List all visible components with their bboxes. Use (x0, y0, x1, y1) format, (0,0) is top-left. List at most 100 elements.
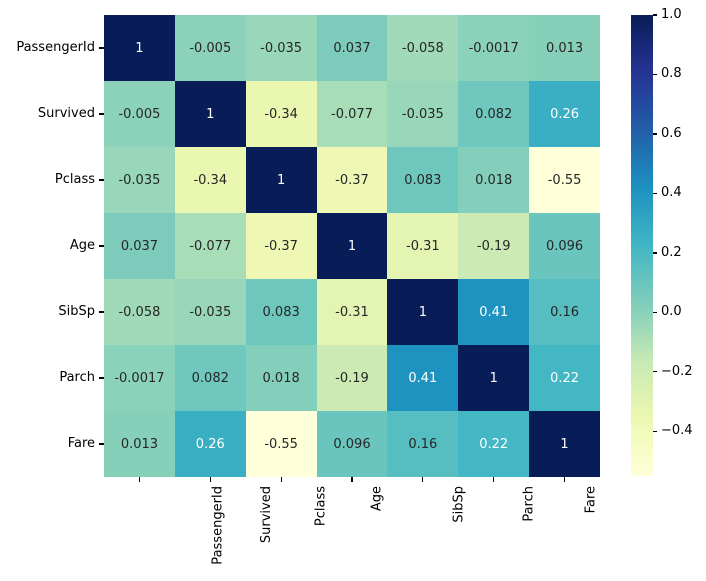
cell-value: 0.16 (550, 304, 580, 320)
cell-value: 0.083 (404, 172, 442, 188)
heatmap-cell: 0.41 (458, 279, 530, 345)
colorbar-tick-label: 0.4 (661, 185, 682, 201)
heatmap-cell: -0.035 (245, 15, 317, 81)
cell-value: -0.0017 (468, 40, 519, 56)
cell-value: 0.083 (262, 304, 300, 320)
y-tick (99, 443, 104, 445)
heatmap-cell: 0.013 (529, 15, 600, 81)
cell-value: -0.34 (193, 172, 228, 188)
heatmap-cell: 1 (529, 411, 600, 477)
heatmap-cell: 0.16 (529, 279, 600, 345)
heatmap-cell: 1 (104, 15, 175, 81)
heatmap-cell: 0.26 (174, 411, 246, 477)
x-tick (422, 477, 424, 482)
heatmap: 1 -0.005 -0.035 0.037 -0.058 -0.0017 0.013 -0.0… (104, 15, 600, 477)
cell-value: 1 (489, 370, 498, 386)
cell-value: 0.41 (408, 370, 438, 386)
heatmap-cell: -0.035 (174, 279, 246, 345)
y-tick-label: Fare (67, 436, 95, 451)
heatmap-cell: 1 (458, 345, 530, 411)
cell-value: 0.22 (479, 436, 509, 452)
cell-value: 1 (347, 238, 357, 254)
cell-value: -0.035 (189, 304, 232, 320)
cell-value: -0.0017 (114, 370, 165, 386)
y-tick-label: Pclass (54, 172, 95, 187)
heatmap-cell: -0.058 (387, 15, 459, 81)
heatmap-cell: -0.31 (387, 213, 459, 279)
colorbar (631, 15, 653, 476)
heatmap-cell: -0.55 (529, 147, 600, 213)
cell-value: 1 (418, 304, 427, 320)
x-tick (209, 477, 211, 482)
cell-value: 0.037 (120, 238, 159, 254)
cell-value: -0.19 (476, 238, 511, 254)
colorbar-tick (653, 371, 657, 373)
cell-value: 0.22 (550, 370, 580, 386)
heatmap-cell: 0.018 (458, 147, 530, 213)
heatmap-cell: -0.31 (316, 279, 388, 345)
colorbar-tick (653, 133, 657, 135)
y-tick-label: SibSp (58, 304, 95, 319)
cell-value: -0.058 (118, 304, 161, 320)
x-tick (280, 477, 282, 482)
cell-value: -0.31 (335, 304, 369, 320)
x-tick (563, 477, 566, 482)
x-tick (138, 477, 141, 482)
colorbar-tick-label: 0.6 (661, 125, 682, 141)
heatmap-cell: 0.083 (387, 147, 459, 213)
cell-value: 0.013 (120, 436, 159, 452)
x-tick-label: Parch (521, 486, 537, 522)
cell-value: -0.37 (335, 172, 369, 188)
heatmap-cell: -0.19 (316, 345, 388, 411)
cell-value: -0.077 (331, 106, 373, 122)
cell-value: -0.19 (335, 370, 369, 386)
cell-value: -0.37 (264, 238, 298, 254)
cell-value: 1 (206, 106, 215, 122)
cell-value: -0.035 (401, 106, 444, 122)
heatmap-cell: 0.082 (458, 81, 530, 147)
colorbar-tick (653, 311, 657, 313)
cell-value: 0.26 (195, 436, 225, 452)
colorbar-tick (653, 252, 657, 254)
heatmap-cell: -0.077 (316, 81, 388, 147)
cell-value: 1 (560, 436, 569, 452)
x-tick-label: Age (369, 486, 385, 512)
colorbar-tick-label: 0.0 (661, 304, 682, 320)
colorbar-tick (653, 14, 657, 16)
x-tick-label: PassengerId (210, 486, 226, 565)
heatmap-cell: -0.37 (245, 213, 317, 279)
heatmap-cell: 0.096 (529, 213, 600, 279)
x-tick-label: Survived (259, 486, 275, 544)
cell-value: -0.55 (547, 172, 582, 188)
colorbar-tick (653, 73, 657, 76)
cell-value: 0.018 (475, 172, 513, 188)
heatmap-cell: -0.058 (104, 279, 175, 345)
x-tick-label: SibSp (451, 486, 467, 523)
cell-value: 0.082 (191, 370, 229, 386)
x-tick-label: Pclass (313, 486, 329, 527)
y-tick-label: Parch (59, 370, 95, 385)
heatmap-cell: 0.037 (104, 213, 175, 279)
heatmap-cell: 0.22 (458, 411, 530, 477)
heatmap-cell: 0.26 (529, 81, 600, 147)
y-tick (99, 311, 104, 313)
heatmap-cell: -0.34 (174, 147, 246, 213)
heatmap-cell: 1 (387, 279, 459, 345)
cell-value: 0.013 (545, 40, 584, 56)
cell-value: 0.096 (333, 436, 371, 452)
heatmap-cell: -0.34 (245, 81, 317, 147)
cell-value: 0.096 (545, 238, 584, 254)
cell-value: 0.26 (550, 106, 580, 122)
x-tick (351, 477, 353, 482)
cell-value: -0.058 (401, 40, 444, 56)
heatmap-cell: 0.22 (529, 345, 600, 411)
heatmap-cell: -0.55 (245, 411, 317, 477)
cell-value: 1 (276, 172, 286, 188)
cell-value: 0.41 (479, 304, 509, 320)
heatmap-cell: -0.035 (104, 147, 175, 213)
colorbar-tick-label: −0.4 (661, 423, 693, 439)
heatmap-cell: 1 (316, 213, 388, 279)
heatmap-cell: -0.0017 (104, 345, 175, 411)
colorbar-tick (653, 192, 657, 195)
heatmap-cell: -0.19 (458, 213, 530, 279)
